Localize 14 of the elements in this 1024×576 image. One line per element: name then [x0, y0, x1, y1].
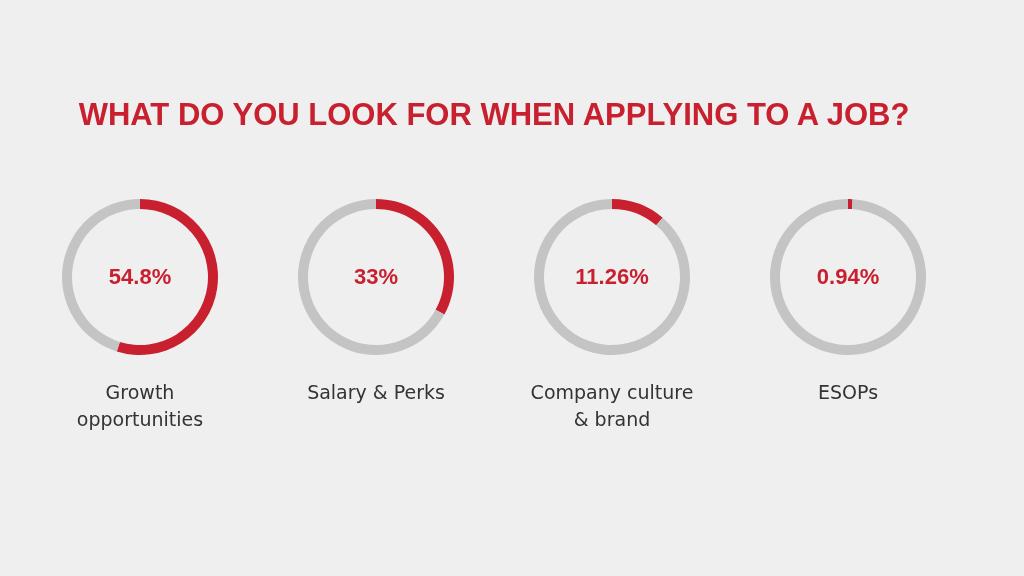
text: ESOPs [817, 381, 879, 403]
donut-slice [612, 199, 663, 226]
donut-slice [534, 199, 690, 355]
text: Growth opportunities [76, 381, 204, 430]
data-label: 0.94% [816, 264, 880, 289]
data-label: 54.8% [108, 264, 172, 289]
donut-slice [848, 199, 853, 210]
data-label: 11.26% [575, 264, 649, 289]
text: Salary & Perks [307, 381, 445, 403]
data-label: 33% [353, 264, 399, 289]
donut-slice [298, 199, 445, 355]
text: Company culture & brand [530, 381, 694, 430]
text: WHAT DO YOU LOOK FOR WHEN APPLYING TO A JOB? [78, 97, 910, 132]
donut-slice [770, 199, 926, 355]
